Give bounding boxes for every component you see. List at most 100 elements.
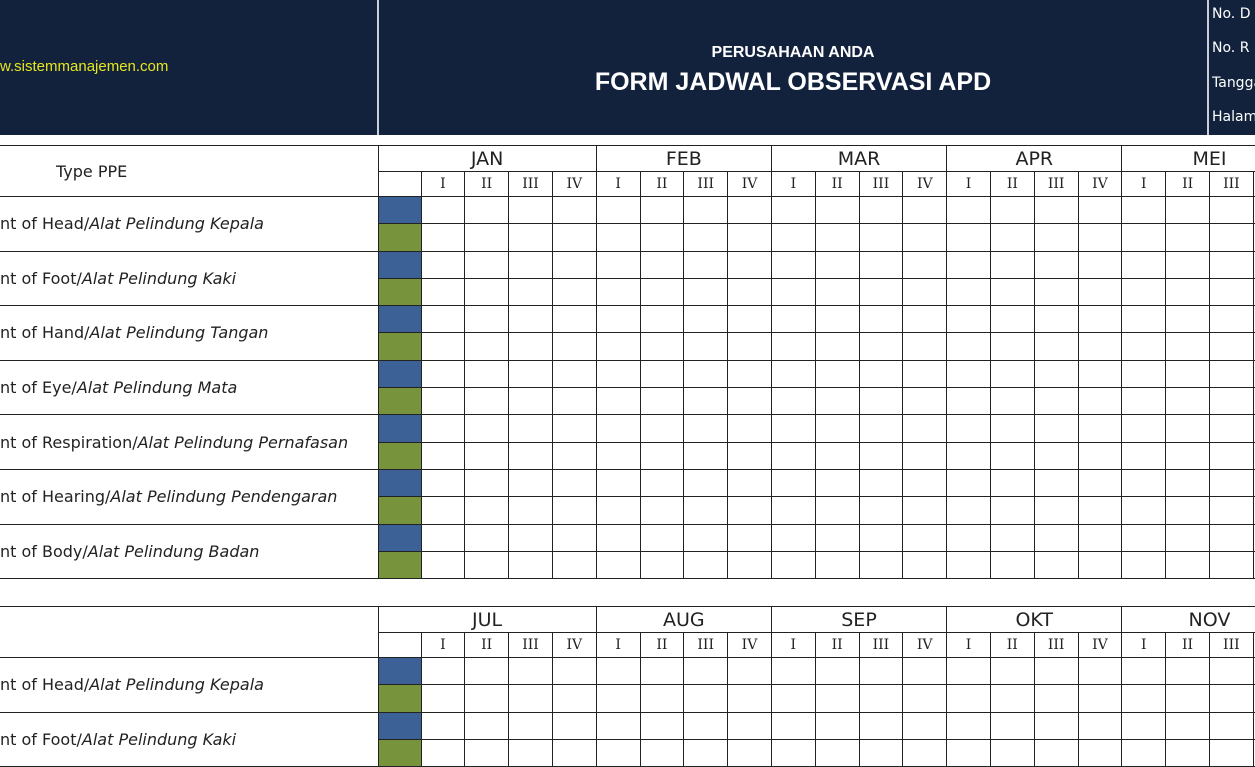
schedule-cell[interactable] bbox=[1252, 441, 1255, 470]
schedule-cell[interactable] bbox=[1077, 414, 1123, 443]
schedule-cell[interactable] bbox=[639, 250, 685, 279]
schedule-cell[interactable] bbox=[770, 387, 816, 416]
schedule-cell[interactable] bbox=[727, 656, 772, 686]
schedule-cell[interactable] bbox=[464, 441, 510, 470]
schedule-cell[interactable] bbox=[551, 359, 597, 389]
schedule-cell[interactable] bbox=[683, 441, 729, 470]
schedule-cell[interactable] bbox=[639, 550, 685, 580]
schedule-cell[interactable] bbox=[639, 523, 685, 552]
schedule-cell[interactable] bbox=[989, 550, 1035, 580]
schedule-cell[interactable] bbox=[946, 523, 991, 552]
schedule-cell[interactable] bbox=[595, 359, 641, 389]
schedule-cell[interactable] bbox=[639, 496, 685, 525]
schedule-cell[interactable] bbox=[464, 414, 510, 443]
schedule-cell[interactable] bbox=[683, 523, 729, 552]
schedule-cell[interactable] bbox=[946, 332, 991, 361]
schedule-cell[interactable] bbox=[946, 550, 991, 580]
schedule-cell[interactable] bbox=[814, 414, 860, 443]
schedule-cell[interactable] bbox=[1165, 250, 1210, 279]
schedule-cell[interactable] bbox=[551, 277, 597, 307]
schedule-cell[interactable] bbox=[1165, 387, 1210, 416]
schedule-cell[interactable] bbox=[639, 414, 685, 443]
schedule-cell[interactable] bbox=[464, 496, 510, 525]
schedule-cell[interactable] bbox=[1121, 684, 1167, 713]
schedule-cell[interactable] bbox=[683, 305, 729, 334]
schedule-cell[interactable] bbox=[989, 387, 1035, 416]
schedule-cell[interactable] bbox=[902, 359, 948, 389]
schedule-cell[interactable] bbox=[1033, 684, 1079, 713]
schedule-cell[interactable] bbox=[420, 223, 466, 252]
schedule-cell[interactable] bbox=[858, 277, 904, 307]
schedule-cell[interactable] bbox=[858, 496, 904, 525]
schedule-cell[interactable] bbox=[946, 496, 991, 525]
schedule-cell[interactable] bbox=[858, 550, 904, 580]
schedule-cell[interactable] bbox=[420, 496, 466, 525]
schedule-cell[interactable] bbox=[639, 305, 685, 334]
schedule-cell[interactable] bbox=[1165, 711, 1210, 740]
schedule-cell[interactable] bbox=[683, 496, 729, 525]
schedule-cell[interactable] bbox=[420, 414, 466, 443]
schedule-cell[interactable] bbox=[639, 223, 685, 252]
schedule-cell[interactable] bbox=[683, 387, 729, 416]
schedule-cell[interactable] bbox=[1208, 711, 1254, 740]
schedule-cell[interactable] bbox=[727, 496, 772, 525]
schedule-cell[interactable] bbox=[727, 250, 772, 279]
schedule-cell[interactable] bbox=[1077, 387, 1123, 416]
schedule-cell[interactable] bbox=[989, 496, 1035, 525]
schedule-cell[interactable] bbox=[1077, 496, 1123, 525]
schedule-cell[interactable] bbox=[858, 332, 904, 361]
schedule-cell[interactable] bbox=[1033, 711, 1079, 740]
schedule-cell[interactable] bbox=[639, 656, 685, 686]
schedule-cell[interactable] bbox=[1033, 468, 1079, 498]
schedule-cell[interactable] bbox=[1165, 738, 1210, 767]
schedule-cell[interactable] bbox=[770, 277, 816, 307]
schedule-cell[interactable] bbox=[1252, 277, 1255, 307]
schedule-cell[interactable] bbox=[683, 468, 729, 498]
schedule-cell[interactable] bbox=[1077, 684, 1123, 713]
schedule-cell[interactable] bbox=[727, 277, 772, 307]
schedule-cell[interactable] bbox=[858, 414, 904, 443]
schedule-cell[interactable] bbox=[464, 711, 510, 740]
schedule-cell[interactable] bbox=[727, 359, 772, 389]
schedule-cell[interactable] bbox=[508, 305, 553, 334]
schedule-cell[interactable] bbox=[508, 656, 553, 686]
schedule-cell[interactable] bbox=[1165, 523, 1210, 552]
schedule-cell[interactable] bbox=[639, 277, 685, 307]
schedule-cell[interactable] bbox=[683, 656, 729, 686]
schedule-cell[interactable] bbox=[551, 223, 597, 252]
schedule-cell[interactable] bbox=[1208, 684, 1254, 713]
schedule-cell[interactable] bbox=[508, 359, 553, 389]
schedule-cell[interactable] bbox=[1121, 738, 1167, 767]
schedule-cell[interactable] bbox=[858, 656, 904, 686]
schedule-cell[interactable] bbox=[1033, 387, 1079, 416]
schedule-cell[interactable] bbox=[464, 468, 510, 498]
schedule-cell[interactable] bbox=[814, 359, 860, 389]
schedule-cell[interactable] bbox=[946, 195, 991, 225]
schedule-cell[interactable] bbox=[1165, 195, 1210, 225]
schedule-cell[interactable] bbox=[1121, 305, 1167, 334]
schedule-cell[interactable] bbox=[1121, 441, 1167, 470]
schedule-cell[interactable] bbox=[1209, 195, 1254, 225]
schedule-cell[interactable] bbox=[858, 305, 904, 334]
schedule-cell[interactable] bbox=[1077, 441, 1123, 470]
schedule-cell[interactable] bbox=[814, 305, 860, 334]
schedule-cell[interactable] bbox=[639, 684, 685, 713]
schedule-cell[interactable] bbox=[814, 738, 860, 767]
schedule-cell[interactable] bbox=[595, 250, 641, 279]
schedule-cell[interactable] bbox=[1165, 277, 1210, 307]
schedule-cell[interactable] bbox=[1209, 523, 1254, 552]
schedule-cell[interactable] bbox=[1077, 738, 1123, 767]
schedule-cell[interactable] bbox=[858, 387, 904, 416]
schedule-cell[interactable] bbox=[551, 550, 597, 580]
schedule-cell[interactable] bbox=[814, 656, 860, 686]
schedule-cell[interactable] bbox=[1209, 496, 1254, 525]
schedule-cell[interactable] bbox=[727, 387, 772, 416]
schedule-cell[interactable] bbox=[683, 414, 729, 443]
schedule-cell[interactable] bbox=[1121, 468, 1167, 498]
schedule-cell[interactable] bbox=[770, 738, 816, 767]
schedule-cell[interactable] bbox=[595, 684, 641, 713]
schedule-cell[interactable] bbox=[595, 195, 641, 225]
schedule-cell[interactable] bbox=[727, 550, 772, 580]
schedule-cell[interactable] bbox=[1252, 468, 1255, 498]
schedule-cell[interactable] bbox=[1033, 332, 1079, 361]
